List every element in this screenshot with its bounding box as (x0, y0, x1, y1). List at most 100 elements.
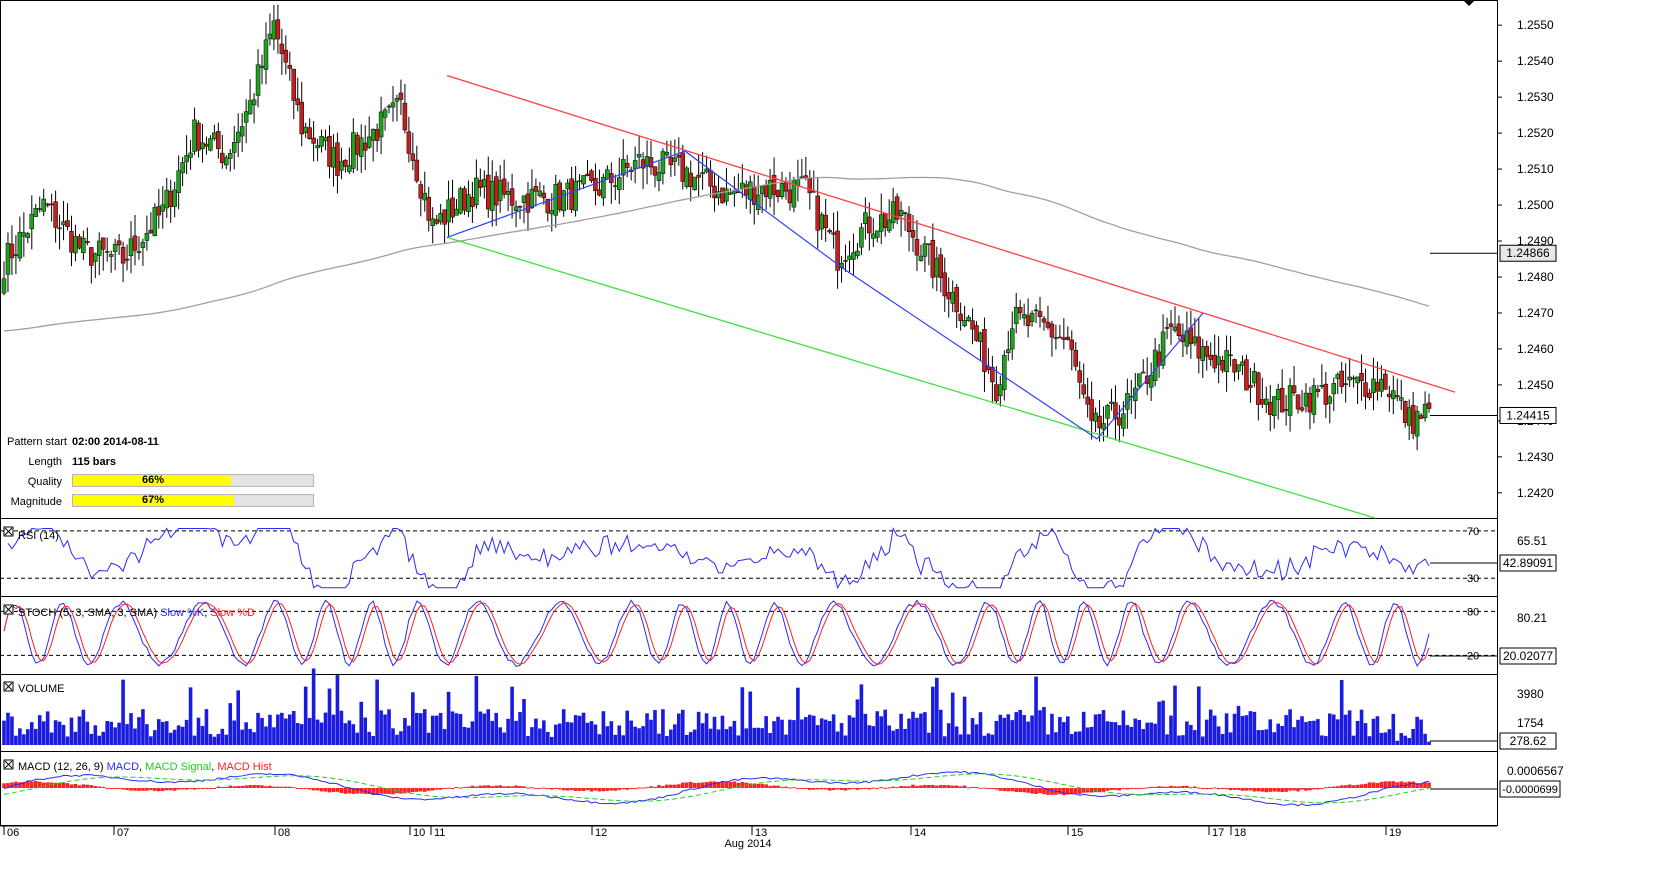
candle-body (224, 157, 229, 166)
volume-bar (1232, 713, 1237, 745)
macd-hist-bar (411, 788, 415, 792)
time-tick-label: 18 (1234, 827, 1246, 839)
candle-body (1248, 384, 1253, 388)
price-tick-label: 1.2450 (1517, 378, 1554, 392)
volume-bar (530, 727, 534, 745)
macd-hist-bar (942, 785, 947, 788)
candle-body (605, 169, 610, 180)
candle-body (144, 233, 150, 241)
volume-value-label: 278.62 (1510, 734, 1547, 748)
candle-body (331, 147, 336, 168)
candle-body (1113, 402, 1118, 420)
volume-bar (942, 736, 947, 745)
macd-hist-bar (1379, 781, 1384, 788)
macd-legend-sep: , (211, 761, 217, 773)
volume-bar (1363, 723, 1368, 745)
volume-bar (927, 732, 931, 745)
candle-body (517, 205, 523, 208)
volume-bar (1085, 727, 1090, 745)
macd-hist-bar (827, 788, 832, 791)
volume-bar (1351, 735, 1356, 745)
macd-hist-bar (1149, 786, 1153, 788)
volume-bar (911, 711, 915, 745)
macd-hist-bar (442, 788, 447, 789)
macd-hist-bar (760, 783, 764, 788)
volume-bar (1292, 727, 1296, 745)
candle-body (1335, 374, 1340, 379)
macd-hist-bar (1292, 788, 1296, 791)
volume-title: VOLUME (18, 683, 64, 695)
volume-bar (843, 735, 848, 745)
volume-bar (1379, 732, 1384, 745)
macd-hist-bar (593, 788, 598, 791)
quality-value: 66% (141, 474, 165, 486)
price-tick-label: 1.2540 (1517, 54, 1554, 68)
volume-bar (375, 679, 379, 745)
macd-hist-bar (1423, 782, 1427, 788)
volume-bar (645, 713, 649, 745)
volume-bar (18, 728, 22, 745)
volume-bar (1216, 726, 1221, 745)
volume-bar (494, 712, 499, 745)
macd-hist-bar (661, 786, 665, 788)
candle-body (69, 231, 74, 253)
macd-hist-bar (542, 787, 546, 789)
macd-hist-bar (157, 788, 161, 792)
volume-bar (89, 733, 94, 745)
volume-bar (732, 720, 737, 745)
candle-body (410, 153, 416, 161)
candle-body (17, 231, 23, 259)
candle-body (1164, 327, 1170, 329)
candle-body (287, 65, 293, 69)
candle-body (1418, 415, 1424, 419)
macd-hist-bar (847, 788, 852, 790)
candle-body (303, 126, 308, 133)
rsi-value-box (1499, 554, 1557, 572)
macd-hist-bar (561, 788, 566, 791)
macd-hist-bar (768, 785, 772, 788)
volume-bar (323, 712, 328, 745)
candle-body (426, 196, 431, 221)
macd-hist-bar (839, 788, 844, 790)
time-tick-label: 11 (434, 827, 445, 839)
volume-bar (260, 717, 264, 745)
macd-hist-bar (669, 784, 673, 788)
candle-body (998, 384, 1003, 397)
candle-body (239, 126, 245, 137)
candle-body (652, 166, 658, 176)
macd-hist-bar (1284, 788, 1288, 792)
volume-bar (696, 711, 701, 745)
macd-hist-bar (73, 783, 78, 788)
macd-hist-bar (490, 786, 495, 788)
candle-body (1327, 396, 1333, 404)
candle-body (251, 99, 257, 106)
macd-hist-bar (339, 788, 344, 793)
macd-hist-bar (1022, 788, 1026, 793)
macd-hist-bar (938, 785, 943, 788)
pattern-start-label: Pattern start (7, 436, 67, 448)
volume-bar (1324, 736, 1328, 745)
volume-bar (800, 719, 804, 745)
macd-hist-bar (974, 786, 979, 788)
volume-bar (1320, 735, 1324, 745)
volume-bar (526, 736, 530, 745)
volume-bar (958, 734, 963, 745)
candle-body (418, 184, 424, 199)
time-tick-label: 10 (413, 827, 425, 839)
macd-hist-bar (105, 787, 110, 789)
volume-bar (1101, 710, 1106, 745)
volume-bar (617, 725, 622, 745)
volume-bar (1185, 721, 1189, 745)
volume-bar (986, 733, 991, 745)
volume-bar (212, 736, 217, 745)
volume-bar (1367, 736, 1372, 745)
macd-hist-bar (855, 788, 860, 790)
volume-bar (1161, 700, 1165, 745)
macd-hist-bar (188, 788, 193, 789)
macd-hist-bar (1395, 782, 1400, 788)
volume-bar (331, 714, 336, 745)
volume-bar (557, 723, 562, 745)
candle-body (728, 192, 733, 195)
candle-body (537, 190, 543, 197)
candle-body (271, 20, 277, 40)
